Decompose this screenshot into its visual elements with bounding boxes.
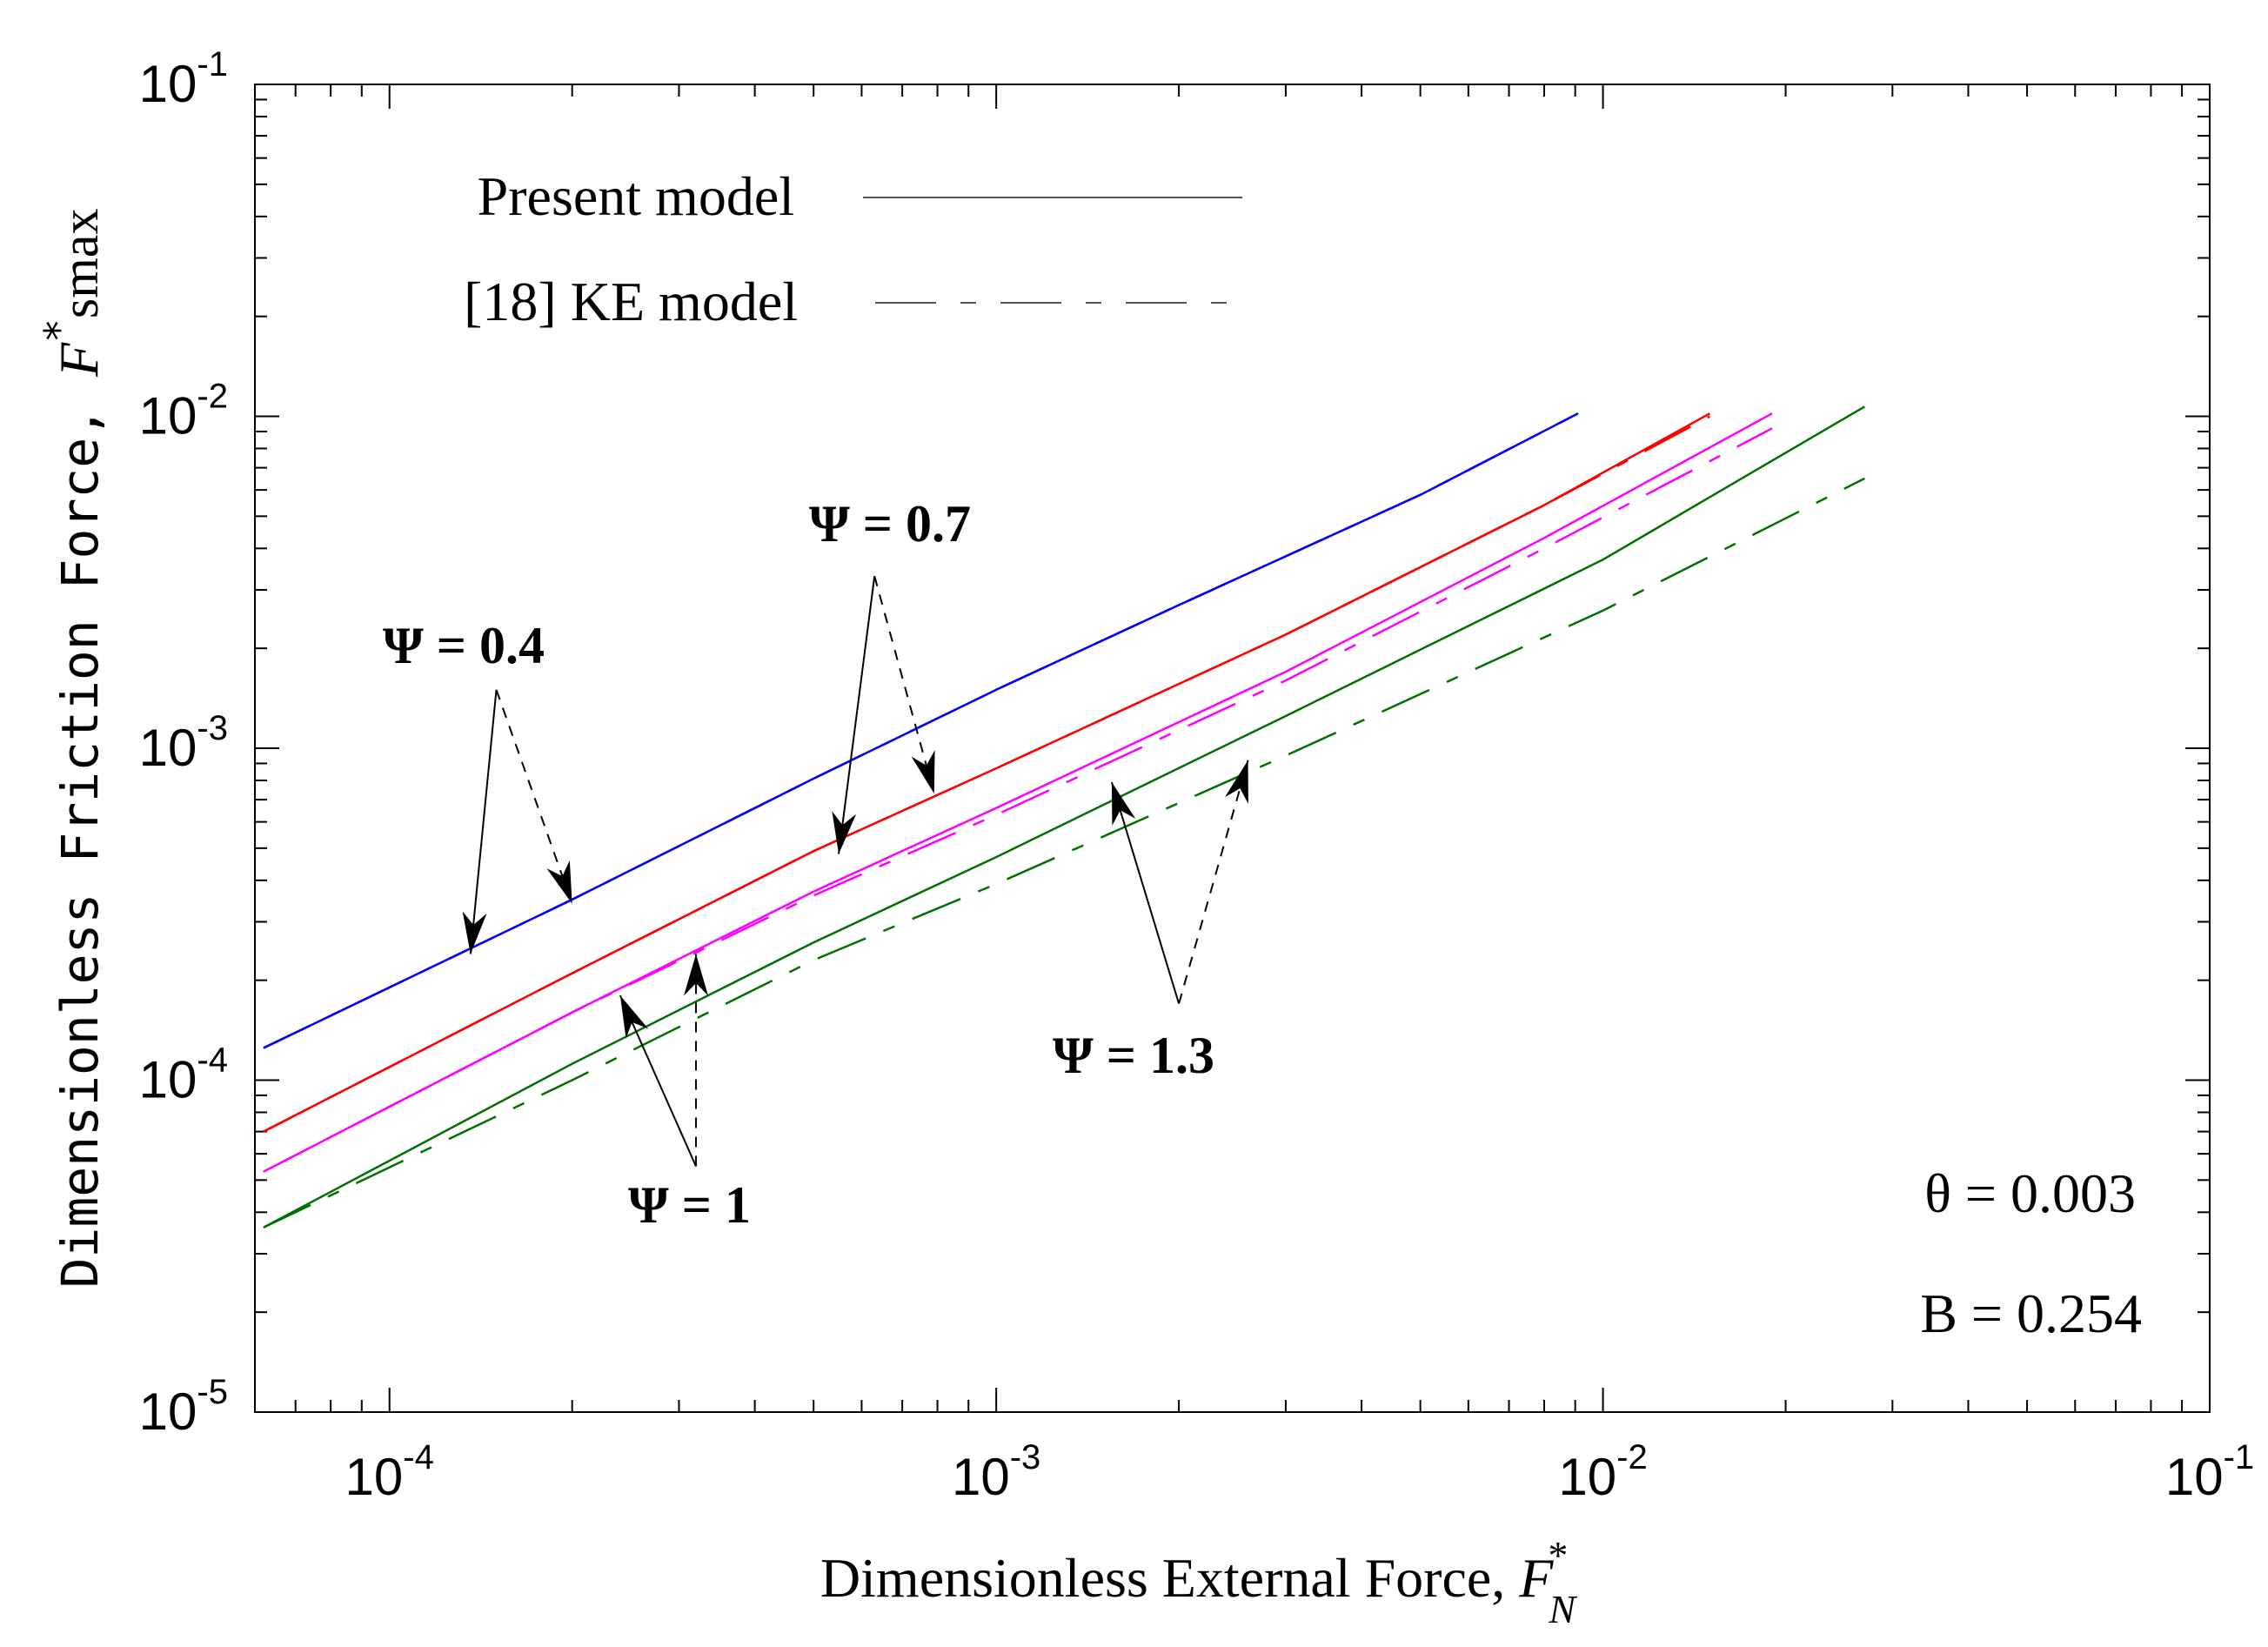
y-axis-label-sup: * [36, 318, 83, 343]
y-axis-label-tail: smax [51, 208, 109, 318]
psi-label-0-4: Ψ = 0.4 [383, 617, 545, 674]
psi-1-3-ke-model-line [263, 477, 1865, 1229]
psi-labels: Ψ = 0.4 Ψ = 0.7 Ψ = 1 Ψ = 1.3 [383, 495, 1214, 1234]
x-tick-label: 10-4 [345, 1438, 434, 1506]
psi-label-0-7: Ψ = 0.7 [809, 495, 971, 552]
y-tick-label-exp: -1 [197, 45, 228, 84]
y-axis-label: Dimensionless Friction Force, F*smax [36, 208, 110, 1288]
annotation-arrows [462, 575, 1249, 1167]
x-tick-label-exp: -4 [403, 1438, 434, 1476]
psi-0-4-ke-model-line [263, 412, 1579, 1049]
y-tick-label: 10-2 [139, 378, 228, 445]
y-tick-label-base: 10 [139, 1051, 197, 1109]
psi-1-ke-model-line [263, 427, 1773, 1173]
arrow-3-dashed-shaft [1178, 760, 1249, 1004]
y-tick-label: 10-3 [139, 709, 228, 777]
x-axis-label-sup: * [1548, 1533, 1568, 1577]
psi-0-7-ke-model-line [263, 415, 1710, 1133]
x-tick-label-base: 10 [2165, 1448, 2224, 1506]
y-axis-label-main: Dimensionless Friction Force, [50, 377, 110, 1289]
series-layer [263, 405, 1866, 1229]
arrow-0-solid-shaft [469, 689, 498, 954]
y-tick-label: 10-5 [139, 1373, 228, 1441]
y-tick-label-exp: -2 [197, 378, 228, 416]
psi-label-1-3: Ψ = 1.3 [1053, 1027, 1214, 1084]
theta-value-text: θ = 0.003 [1924, 1162, 2136, 1224]
y-tick-label: 10-1 [139, 45, 228, 113]
arrow-0-dashed-head [546, 860, 572, 904]
arrow-0-solid-head [462, 911, 487, 954]
psi-1-3-present-model-line [263, 405, 1866, 1229]
y-tick-label-exp: -5 [197, 1373, 228, 1411]
x-tick-label-exp: -2 [1616, 1438, 1648, 1476]
arrow-2-solid-shaft [619, 994, 697, 1167]
legend: Present model [18] KE model [464, 165, 1242, 332]
y-tick-label-base: 10 [139, 1383, 197, 1441]
y-tick-label-base: 10 [139, 719, 197, 777]
x-tick-label-base: 10 [1558, 1448, 1616, 1506]
x-tick-label: 10-1 [2165, 1438, 2254, 1506]
x-tick-label: 10-3 [952, 1438, 1040, 1506]
psi-label-1: Ψ = 1 [628, 1176, 751, 1234]
x-axis-label-sub: N [1548, 1587, 1577, 1631]
legend-label-ke-model: [18] KE model [464, 271, 798, 332]
y-tick-label-base: 10 [139, 55, 197, 113]
y-tick-label-base: 10 [139, 387, 197, 445]
y-axis-label-var: F [48, 342, 110, 378]
x-axis-label-var: F [1518, 1547, 1554, 1609]
legend-label-present-model: Present model [478, 165, 794, 227]
arrow-1-solid-head [832, 811, 857, 854]
arrow-1-dashed-head [911, 750, 935, 794]
x-tick-label-base: 10 [952, 1448, 1010, 1506]
x-tick-label-base: 10 [345, 1448, 404, 1506]
arrow-3-solid-head [1111, 782, 1136, 827]
arrow-2-dashed-head [684, 954, 709, 996]
x-tick-label-exp: -3 [1010, 1438, 1041, 1476]
y-axis-ticks: 10-510-410-310-210-1 [139, 45, 228, 1441]
x-tick-label-exp: -1 [2224, 1438, 2255, 1476]
y-tick-label-exp: -3 [197, 709, 228, 747]
x-axis-label: Dimensionless External Force, F* N [820, 1533, 1577, 1631]
x-tick-label: 10-2 [1558, 1438, 1647, 1506]
b-value-text: B = 0.254 [1920, 1282, 2142, 1344]
arrow-2-solid-head [619, 995, 649, 1039]
arrow-3-solid-shaft [1110, 781, 1181, 1004]
x-axis-label-main: Dimensionless External Force, [820, 1547, 1519, 1609]
arrow-1-solid-shaft [838, 576, 876, 854]
y-tick-label: 10-4 [139, 1041, 228, 1109]
y-tick-label-exp: -4 [197, 1041, 228, 1080]
arrow-3-dashed-head [1224, 760, 1248, 804]
x-axis-ticks: 10-4 10-3 10-2 10-1 [345, 1438, 2255, 1506]
plot-frame [254, 84, 2211, 1413]
